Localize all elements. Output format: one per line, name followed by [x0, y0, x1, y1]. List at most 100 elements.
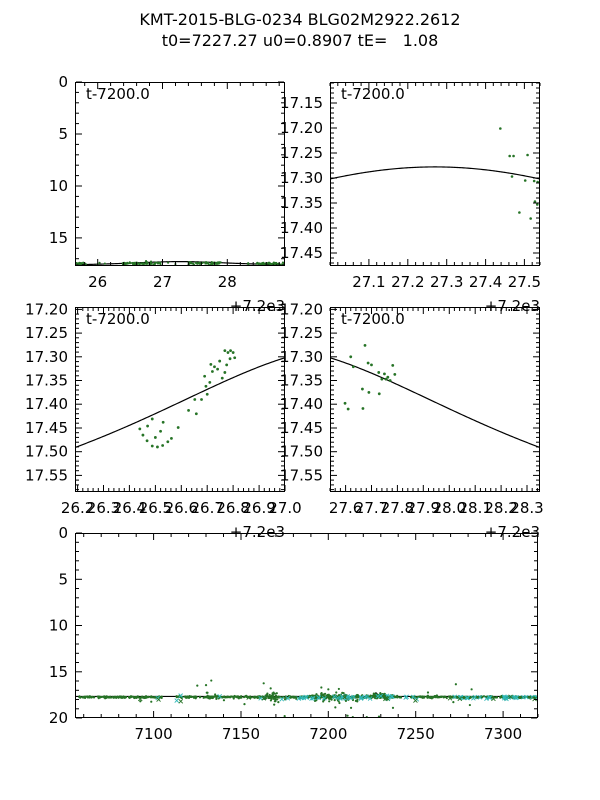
data-point: [218, 262, 221, 265]
data-point: [452, 701, 455, 704]
y-tick-label: 17.55: [280, 466, 323, 484]
data-point: [233, 356, 237, 360]
data-point: [371, 694, 374, 697]
y-tick-label: 17.20: [25, 300, 68, 318]
data-point: [221, 696, 224, 699]
figure-title-line2: t0=7227.27 u0=0.8907 tE= 1.08: [161, 31, 439, 50]
y-tick-label: 17.45: [280, 244, 323, 262]
data-point: [518, 211, 521, 214]
data-point: [216, 367, 219, 371]
x-tick-label: 27.8: [381, 499, 414, 517]
data-point: [273, 700, 276, 703]
data-point-x: [217, 694, 222, 699]
data-point: [342, 691, 345, 695]
data-point: [355, 696, 358, 699]
data-point: [175, 696, 178, 699]
data-point: [159, 429, 162, 433]
data-point: [440, 695, 444, 698]
data-point-x: [310, 695, 316, 701]
x-tick-label: 7250: [397, 725, 435, 743]
data-point: [210, 260, 213, 264]
data-point: [201, 261, 204, 264]
data-point: [276, 698, 279, 701]
data-point: [442, 696, 445, 699]
data-point: [328, 700, 331, 703]
data-point: [274, 261, 278, 265]
data-point: [156, 445, 159, 449]
data-point: [269, 687, 272, 690]
data-point: [150, 417, 154, 421]
axes-frame: [330, 307, 540, 492]
data-point: [277, 701, 280, 704]
data-point: [334, 706, 337, 709]
data-point: [77, 262, 80, 265]
data-point: [153, 262, 157, 265]
data-point: [205, 392, 209, 396]
data-point: [210, 679, 213, 682]
data-point: [380, 377, 384, 381]
x-tick-label: 26.2: [61, 499, 94, 517]
data-point: [377, 392, 381, 396]
data-point: [367, 390, 371, 394]
data-point: [454, 683, 457, 686]
data-point-x: [457, 696, 463, 702]
data-point: [147, 695, 150, 698]
data-point: [510, 175, 514, 178]
data-point: [140, 262, 144, 265]
x-tick-label: 27.0: [268, 499, 301, 517]
x-tick-label: 27.4: [469, 273, 502, 291]
data-point: [145, 439, 149, 443]
data-point: [79, 262, 82, 266]
data-point: [124, 696, 127, 699]
x-tick-label: 26.8: [216, 499, 249, 517]
x-tick-label: 27.1: [352, 273, 385, 291]
axis-ticks: [329, 82, 541, 265]
data-point-x: [362, 694, 368, 700]
data-point: [209, 263, 212, 266]
x-tick-label: 27: [153, 273, 172, 291]
data-point: [508, 154, 511, 158]
data-point: [170, 437, 173, 440]
data-point: [462, 697, 465, 700]
axis-ticks: [76, 532, 539, 719]
data-point: [426, 691, 430, 694]
data-point: [322, 693, 325, 696]
data-point: [422, 695, 426, 699]
data-point: [512, 154, 515, 158]
data-point: [435, 695, 438, 698]
x-tick-label: 28.3: [510, 499, 543, 517]
data-point: [356, 693, 359, 697]
data-point: [420, 695, 423, 698]
data-point-x: [464, 695, 470, 701]
data-point: [370, 363, 373, 367]
data-point: [121, 696, 124, 699]
data-point: [315, 693, 318, 696]
data-point-x: [471, 696, 476, 701]
data-point: [193, 398, 197, 401]
data-point: [262, 261, 265, 264]
data-points: [499, 127, 539, 220]
y-tick-label: 20: [49, 709, 68, 727]
model-curve: [75, 261, 285, 266]
data-point-x: [309, 696, 314, 701]
data-point: [529, 217, 532, 220]
data-point: [273, 692, 276, 695]
y-tick-label: 0: [58, 524, 68, 542]
data-point: [273, 703, 276, 706]
data-point-x: [178, 693, 183, 698]
data-point: [429, 695, 432, 698]
data-point: [185, 696, 189, 699]
data-point: [273, 696, 276, 699]
data-point: [223, 695, 226, 698]
x-tick-label: 27.7: [355, 499, 388, 517]
data-point-x: [404, 694, 409, 700]
data-point: [144, 695, 148, 698]
data-point: [396, 695, 399, 698]
data-point: [196, 684, 199, 687]
data-point-x: [452, 694, 458, 700]
data-point: [204, 684, 208, 687]
y-tick-label: 17.35: [280, 194, 323, 212]
data-point: [366, 361, 370, 365]
